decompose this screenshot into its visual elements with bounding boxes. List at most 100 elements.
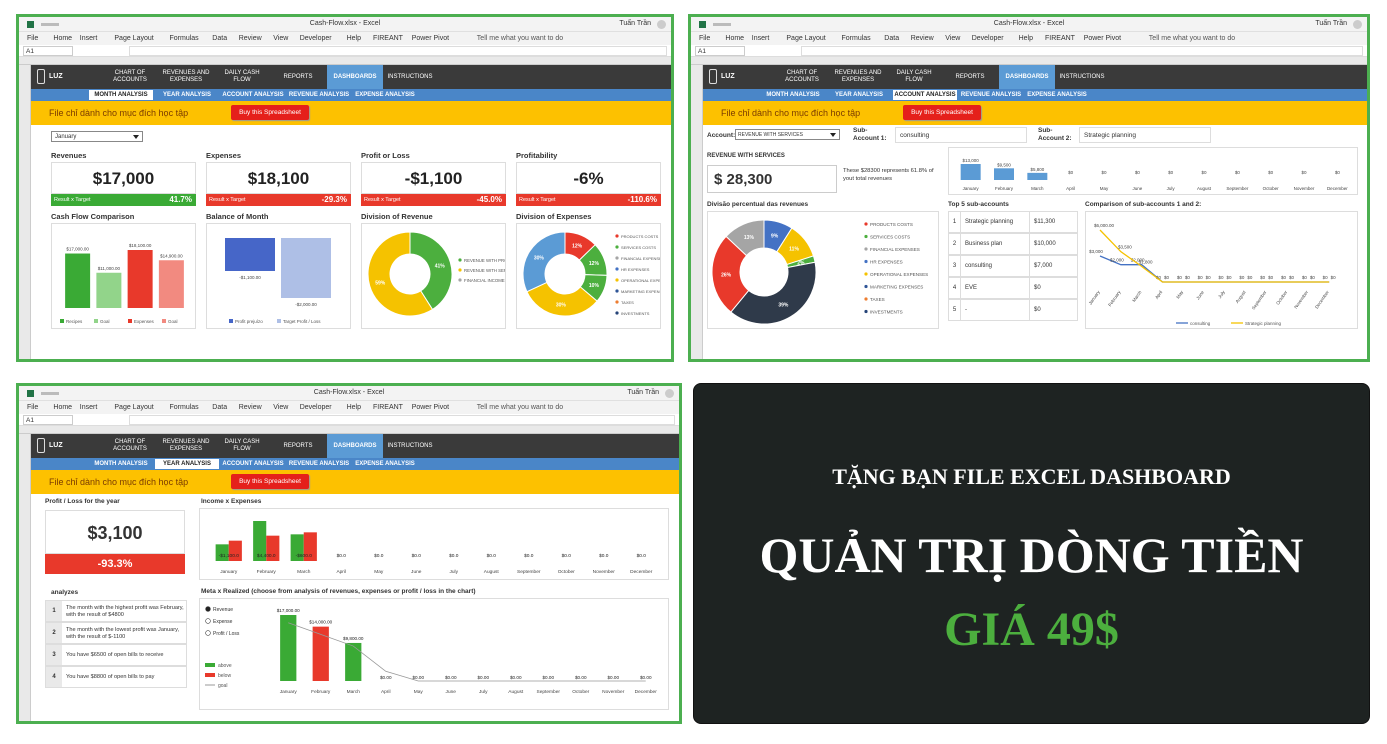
menu-item[interactable]: Formulas	[169, 35, 199, 42]
menu-item[interactable]: FIREANT	[373, 404, 403, 411]
nav-tab[interactable]: REVENUES AND EXPENSES	[834, 70, 882, 83]
menu-item[interactable]: Formulas	[169, 404, 199, 411]
menu-item[interactable]: File	[699, 35, 711, 42]
sub-nav-tab[interactable]: EXPENSE ANALYSIS	[355, 92, 415, 98]
sub-nav-tab[interactable]: MONTH ANALYSIS	[94, 461, 148, 467]
nav-tab[interactable]: CHART OF ACCOUNTS	[113, 70, 147, 83]
sub-nav-tab[interactable]: ACCOUNT ANALYSIS	[222, 461, 284, 467]
menu-item[interactable]: File	[27, 35, 39, 42]
slice-label: 13%	[744, 235, 755, 241]
radio-option[interactable]	[205, 630, 211, 636]
sub-nav-tab[interactable]: EXPENSE ANALYSIS	[355, 461, 415, 467]
sub-nav-tab[interactable]: REVENUE ANALYSIS	[960, 92, 1022, 98]
tell-me[interactable]: Tell me what you want to do	[1148, 35, 1236, 42]
buy-button[interactable]: Buy this Spreadsheet	[231, 105, 309, 120]
menu-item[interactable]: Power Pivot	[1083, 35, 1122, 42]
legend-label: FINANCIAL INCOME	[464, 278, 505, 283]
nav-tab[interactable]: REPORTS	[283, 73, 313, 80]
nav-tab[interactable]: DAILY CASH FLOW	[896, 70, 932, 83]
sub-nav-tab[interactable]: MONTH ANALYSIS	[766, 92, 820, 98]
menu-item[interactable]: Insert	[79, 35, 98, 42]
period-value: January	[55, 134, 77, 140]
tell-me[interactable]: Tell me what you want to do	[476, 404, 564, 411]
menu-item[interactable]: Help	[346, 35, 361, 42]
bar-label: $0	[1268, 170, 1274, 175]
menu-item[interactable]: Insert	[79, 404, 98, 411]
menu-item[interactable]: Data	[884, 35, 900, 42]
buy-button[interactable]: Buy this Spreadsheet	[231, 474, 309, 489]
kpi-target-value: -29.3%	[321, 195, 347, 204]
nav-tab[interactable]: INSTRUCTIONS	[387, 442, 433, 449]
menu-item[interactable]: Page Layout	[114, 404, 154, 411]
nav-tab[interactable]: CHART OF ACCOUNTS	[113, 439, 147, 452]
sub-account-value[interactable]: Strategic planning	[1079, 127, 1211, 143]
chart: -$1,100.00 -$2,000.00 Profit prejuízo Targe…	[206, 223, 351, 329]
menu-item[interactable]: Review	[238, 35, 262, 42]
sub-nav-tab[interactable]: YEAR ANALYSIS	[163, 92, 211, 98]
nav-tab[interactable]: REPORTS	[283, 442, 313, 449]
sub-nav-tab[interactable]: EXPENSE ANALYSIS	[1027, 92, 1087, 98]
menu-item[interactable]: Developer	[971, 35, 1004, 42]
cell-reference[interactable]: A1	[23, 415, 73, 425]
menu-item[interactable]: View	[945, 35, 961, 42]
point-label: $0	[1289, 275, 1295, 280]
menu-item[interactable]: Power Pivot	[411, 35, 450, 42]
menu-item[interactable]: View	[273, 404, 289, 411]
slice-label: 12%	[572, 243, 583, 249]
radio-option[interactable]	[205, 618, 211, 624]
sub-nav-tab[interactable]: YEAR ANALYSIS	[155, 459, 219, 469]
nav-tab[interactable]: CHART OF ACCOUNTS	[785, 70, 819, 83]
cell-reference[interactable]: A1	[23, 46, 73, 56]
nav-tab[interactable]: DASHBOARDS	[999, 65, 1055, 89]
sub-nav-tab[interactable]: ACCOUNT ANALYSIS	[222, 92, 284, 98]
month-label: January	[963, 186, 980, 191]
sub-nav-tab[interactable]: YEAR ANALYSIS	[835, 92, 883, 98]
menu-item[interactable]: Home	[725, 35, 745, 42]
nav-tab[interactable]: DASHBOARDS	[327, 434, 383, 458]
nav-tab[interactable]: REPORTS	[955, 73, 985, 80]
nav-tab[interactable]: DASHBOARDS	[327, 65, 383, 89]
nav-tab[interactable]: INSTRUCTIONS	[1059, 73, 1105, 80]
rank-cell: 5	[949, 300, 961, 320]
table-row: 5- $0	[948, 299, 1078, 321]
menu-item[interactable]: Page Layout	[114, 35, 154, 42]
menu-item[interactable]: Review	[238, 404, 262, 411]
cell-reference[interactable]: A1	[695, 46, 745, 56]
sub-nav-tab[interactable]: MONTH ANALYSIS	[89, 90, 153, 100]
nav-tab[interactable]: DAILY CASH FLOW	[224, 70, 260, 83]
legend-label: Goal	[100, 319, 110, 324]
menu-item[interactable]: Power Pivot	[411, 404, 450, 411]
menu-item[interactable]: Help	[346, 404, 361, 411]
menu-item[interactable]: View	[273, 35, 289, 42]
tell-me[interactable]: Tell me what you want to do	[476, 35, 564, 42]
menu-item[interactable]: Help	[1018, 35, 1033, 42]
sub-account-value[interactable]: consulting	[895, 127, 1027, 143]
menu-item[interactable]: Home	[53, 35, 73, 42]
nav-tab[interactable]: REVENUES AND EXPENSES	[162, 439, 210, 452]
buy-button[interactable]: Buy this Spreadsheet	[903, 105, 981, 120]
radio-option[interactable]	[205, 606, 211, 612]
menu-item[interactable]: Insert	[751, 35, 770, 42]
account-select[interactable]: REVENUE WITH SERVICES	[735, 129, 840, 140]
nav-tab[interactable]: DAILY CASH FLOW	[224, 439, 260, 452]
menu-item[interactable]: Data	[212, 404, 228, 411]
menu-item[interactable]: Review	[910, 35, 934, 42]
kpi-value: -$1,100	[361, 162, 506, 194]
menu-item[interactable]: FIREANT	[1045, 35, 1075, 42]
menu-item[interactable]: Page Layout	[786, 35, 826, 42]
nav-tab[interactable]: INSTRUCTIONS	[387, 73, 433, 80]
sub-nav-tab[interactable]: REVENUE ANALYSIS	[288, 92, 350, 98]
nav-tab[interactable]: REVENUES AND EXPENSES	[162, 70, 210, 83]
menu-item[interactable]: Developer	[299, 404, 332, 411]
legend-label: HR EXPENSES	[621, 267, 650, 272]
menu-item[interactable]: Formulas	[841, 35, 871, 42]
menu-bar: File Home Insert Page Layout Formulas Data Rev…	[19, 32, 671, 45]
sub-nav-tab[interactable]: REVENUE ANALYSIS	[288, 461, 350, 467]
menu-item[interactable]: File	[27, 404, 39, 411]
menu-item[interactable]: Home	[53, 404, 73, 411]
menu-item[interactable]: Data	[212, 35, 228, 42]
menu-item[interactable]: FIREANT	[373, 35, 403, 42]
period-select[interactable]: January	[51, 131, 143, 142]
sub-nav-tab[interactable]: ACCOUNT ANALYSIS	[893, 90, 957, 100]
menu-item[interactable]: Developer	[299, 35, 332, 42]
